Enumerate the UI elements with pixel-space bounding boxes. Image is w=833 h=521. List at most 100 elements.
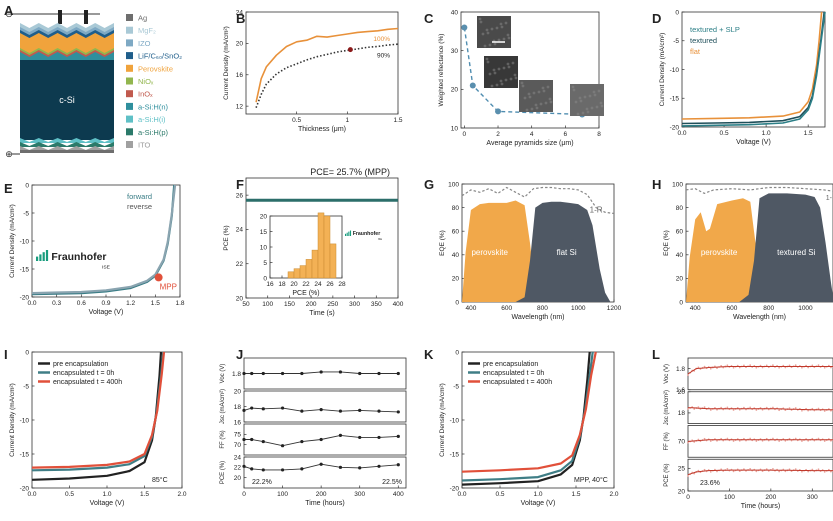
data-point: [811, 468, 814, 471]
y-tick-label: 16: [234, 419, 242, 426]
series-1-r: [685, 186, 833, 194]
data-point: [794, 437, 797, 440]
data-point: [709, 470, 712, 473]
y-tick-label: 100: [448, 181, 459, 188]
data-point: [772, 364, 774, 367]
data-point: [732, 366, 735, 369]
y-tick-label: 80: [452, 205, 460, 212]
x-tick-label: 300: [807, 494, 818, 501]
y-axis-label: Voc (V): [664, 364, 670, 384]
series-textured + SLP: [681, 11, 826, 127]
histogram-bar: [311, 249, 319, 279]
sem-texture: [542, 89, 546, 93]
y-tick-label: 12: [236, 103, 244, 110]
sem-texture: [507, 36, 511, 40]
sem-texture: [506, 33, 510, 37]
y-tick-label: 20: [236, 41, 244, 48]
terminal-bottom: ⊕: [5, 149, 13, 159]
y-axis-label: Voc (V): [220, 364, 226, 384]
data-point: [697, 438, 700, 441]
data-point: [461, 24, 468, 31]
panel-letter-e: E: [4, 181, 13, 196]
x-tick-label: 100: [724, 494, 735, 501]
x-tick-label: 100: [277, 491, 288, 498]
sem-texture: [546, 85, 550, 89]
data-point: [338, 409, 343, 413]
series-90%: [255, 43, 399, 108]
x-tick-label: 2: [496, 131, 500, 138]
y-axis-label: PCE (%): [220, 461, 226, 484]
x-tick-label: 0.6: [77, 300, 86, 307]
y-tick-label: 20: [260, 213, 268, 220]
histogram-bar: [329, 243, 337, 279]
panel-letter-b: B: [236, 11, 245, 26]
data-point: [784, 366, 787, 369]
legend-swatch: [126, 115, 133, 123]
area-perovskite: [686, 198, 767, 302]
data-point: [743, 364, 745, 367]
y-tick-label: -10: [670, 67, 680, 74]
stack-layer: [20, 33, 114, 54]
chart-l-2: 70 FF (%): [664, 425, 833, 458]
sem-texture: [532, 91, 536, 95]
data-point: [794, 468, 797, 471]
sem-texture: [592, 90, 596, 94]
y-tick-label: -20: [20, 485, 30, 492]
data-point: [242, 437, 246, 442]
data-point: [358, 466, 362, 470]
legend-swatch: [126, 102, 133, 110]
series-forward: [31, 184, 176, 296]
chart-j-2: 70 75 FF (%): [220, 423, 407, 456]
data-point: [300, 439, 304, 444]
sem-texture: [495, 26, 499, 30]
x-axis-label: Wavelength (nm): [511, 314, 564, 321]
x-tick-label: 0.5: [65, 491, 74, 498]
y-tick-label: 30: [451, 48, 459, 55]
legend-label: textured + SLP: [690, 25, 740, 34]
data-point: [716, 367, 718, 370]
y-tick-label: -5: [23, 210, 29, 217]
legend-label: reverse: [127, 202, 152, 211]
x-tick-label: 100: [262, 301, 273, 308]
legend-label: forward: [127, 192, 152, 201]
data-point: [823, 470, 826, 473]
data-point: [761, 470, 764, 473]
legend-label: MgF₂: [138, 26, 156, 35]
y-tick-label: -15: [20, 451, 30, 458]
series-encapsulated t = 0h: [461, 351, 594, 482]
panel-letter-k: K: [424, 347, 434, 362]
sem-texture: [572, 88, 576, 92]
logo-bar: [42, 252, 45, 261]
y-tick-label: 70: [234, 442, 242, 449]
sem-texture: [539, 102, 543, 106]
data-point: [338, 370, 343, 374]
x-tick-label: 1.8: [175, 300, 184, 307]
data-point: [784, 409, 787, 411]
sem-texture: [525, 108, 529, 112]
data-point: [755, 470, 758, 473]
sem-texture: [585, 107, 589, 111]
data-point: [300, 409, 304, 413]
data-point: [280, 468, 285, 472]
sem-texture: [509, 77, 513, 81]
data-point: [720, 468, 723, 471]
y-tick-label: -20: [450, 485, 460, 492]
x-axis-label: PCE (%): [292, 290, 319, 297]
sem-texture: [523, 96, 527, 100]
sem-inset-image: [570, 84, 604, 116]
sem-texture: [486, 60, 490, 64]
legend-swatch: [126, 64, 133, 72]
x-tick-label: 300: [349, 301, 360, 308]
data-point: [801, 470, 803, 473]
fraunhofer-logo: Fraunhofer ISE: [36, 250, 111, 271]
sem-texture: [490, 27, 494, 31]
sem-texture: [534, 103, 538, 107]
y-tick-label: 1.8: [232, 371, 241, 378]
data-point: [749, 406, 752, 409]
sem-texture: [576, 112, 580, 116]
y-tick-label: 18: [678, 410, 686, 417]
data-point: [732, 440, 735, 442]
sem-texture: [590, 106, 594, 110]
data-point: [830, 439, 832, 442]
data-point: [396, 434, 400, 438]
